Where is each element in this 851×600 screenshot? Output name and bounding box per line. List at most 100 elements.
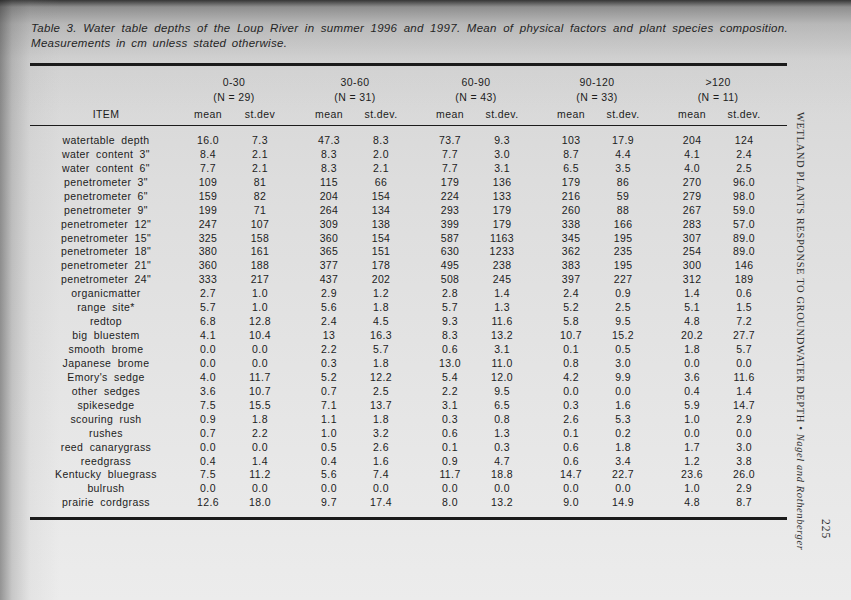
column-gap — [407, 384, 424, 398]
value-cell: 73.7 — [424, 126, 476, 147]
column-gap — [286, 356, 303, 370]
value-cell: 86 — [597, 175, 649, 189]
value-cell: 2.6 — [355, 440, 407, 454]
table-row: penetrometer 24" 33321743720250824539722… — [30, 272, 787, 286]
data-table: 0-30 30-60 60-90 90-120 >120 (N = 29) (N… — [30, 63, 787, 520]
value-cell: 1.6 — [355, 454, 407, 468]
column-gap — [649, 398, 666, 412]
value-cell: 189 — [718, 272, 770, 286]
column-gap — [286, 398, 303, 412]
table-row: Emory's sedge 4.011.75.212.25.412.04.29.… — [30, 370, 787, 384]
value-cell: 630 — [424, 245, 476, 259]
row-item-label: prairie cordgrass — [30, 495, 182, 518]
column-gap — [407, 189, 424, 203]
value-cell: 238 — [476, 258, 528, 272]
column-gap — [286, 426, 303, 440]
value-cell: 0.0 — [234, 481, 286, 495]
table-row: bulrush 0.00.00.00.00.00.00.00.01.02.9 — [30, 481, 787, 495]
value-cell: 1.6 — [597, 398, 649, 412]
value-cell: 47.3 — [303, 126, 355, 147]
value-cell: 4.2 — [545, 370, 597, 384]
column-gap — [770, 272, 787, 286]
column-gap — [649, 126, 666, 147]
row-item-label: big bluestem — [30, 328, 182, 342]
column-gap — [528, 231, 545, 245]
value-cell: 0.3 — [303, 356, 355, 370]
value-cell: 96.0 — [718, 175, 770, 189]
column-gap — [286, 231, 303, 245]
value-cell: 5.6 — [303, 468, 355, 482]
table-row: penetrometer 6" 159822041542241332165927… — [30, 189, 787, 203]
value-cell: 1.4 — [476, 286, 528, 300]
column-gap — [407, 161, 424, 175]
value-cell: 18.8 — [476, 468, 528, 482]
value-cell: 3.1 — [424, 398, 476, 412]
table-row: prairie cordgrass 12.618.09.717.48.013.2… — [30, 495, 787, 518]
value-cell: 12.2 — [355, 370, 407, 384]
value-cell: 0.4 — [182, 454, 234, 468]
stdev-label: st.dev. — [718, 103, 770, 126]
column-gap — [770, 65, 787, 89]
column-gap — [407, 426, 424, 440]
column-gap — [528, 454, 545, 468]
column-gap — [649, 88, 666, 103]
value-cell: 0.3 — [476, 440, 528, 454]
value-cell: 2.8 — [424, 286, 476, 300]
value-cell: 71 — [234, 203, 286, 217]
column-gap — [286, 454, 303, 468]
column-gap — [407, 203, 424, 217]
column-gap — [407, 231, 424, 245]
column-gap — [286, 370, 303, 384]
column-gap — [770, 175, 787, 189]
value-cell: 0.0 — [476, 481, 528, 495]
value-cell: 0.0 — [234, 356, 286, 370]
column-gap — [286, 88, 303, 103]
table-row: penetrometer 12" 24710730913839917933816… — [30, 217, 787, 231]
column-gap — [649, 245, 666, 259]
column-gap — [407, 245, 424, 259]
value-cell: 11.7 — [424, 468, 476, 482]
value-cell: 4.1 — [182, 328, 234, 342]
value-cell: 2.1 — [234, 147, 286, 161]
column-gap — [649, 286, 666, 300]
column-gap — [770, 231, 787, 245]
value-cell: 254 — [666, 245, 718, 259]
value-cell: 2.4 — [303, 314, 355, 328]
value-cell: 0.8 — [476, 412, 528, 426]
value-cell: 307 — [666, 231, 718, 245]
value-cell: 360 — [182, 258, 234, 272]
value-cell: 154 — [355, 189, 407, 203]
value-cell: 13.7 — [355, 398, 407, 412]
running-head-separator: • — [795, 423, 806, 434]
row-item-label: rushes — [30, 426, 182, 440]
value-cell: 3.8 — [718, 454, 770, 468]
value-cell: 8.4 — [182, 147, 234, 161]
column-gap — [407, 412, 424, 426]
column-gap — [407, 481, 424, 495]
value-cell: 293 — [424, 203, 476, 217]
column-gap — [528, 495, 545, 518]
column-gap — [528, 342, 545, 356]
column-gap — [649, 103, 666, 126]
column-gap — [770, 161, 787, 175]
value-cell: 1.8 — [666, 342, 718, 356]
row-item-label: smooth brome — [30, 342, 182, 356]
value-cell: 12.0 — [476, 370, 528, 384]
column-gap — [528, 189, 545, 203]
row-item-label: penetrometer 15" — [30, 231, 182, 245]
value-cell: 82 — [234, 189, 286, 203]
column-gap — [286, 147, 303, 161]
column-gap — [528, 272, 545, 286]
value-cell: 1.0 — [666, 481, 718, 495]
value-cell: 4.0 — [182, 370, 234, 384]
value-cell: 1.4 — [666, 286, 718, 300]
row-item-label: penetrometer 24" — [30, 272, 182, 286]
value-cell: 195 — [597, 231, 649, 245]
column-group-range: >120 — [666, 65, 770, 89]
value-cell: 0.0 — [182, 342, 234, 356]
column-gap — [286, 103, 303, 126]
value-cell: 8.3 — [303, 161, 355, 175]
column-group-n: (N = 11) — [666, 88, 770, 103]
column-gap — [770, 370, 787, 384]
value-cell: 0.0 — [234, 440, 286, 454]
